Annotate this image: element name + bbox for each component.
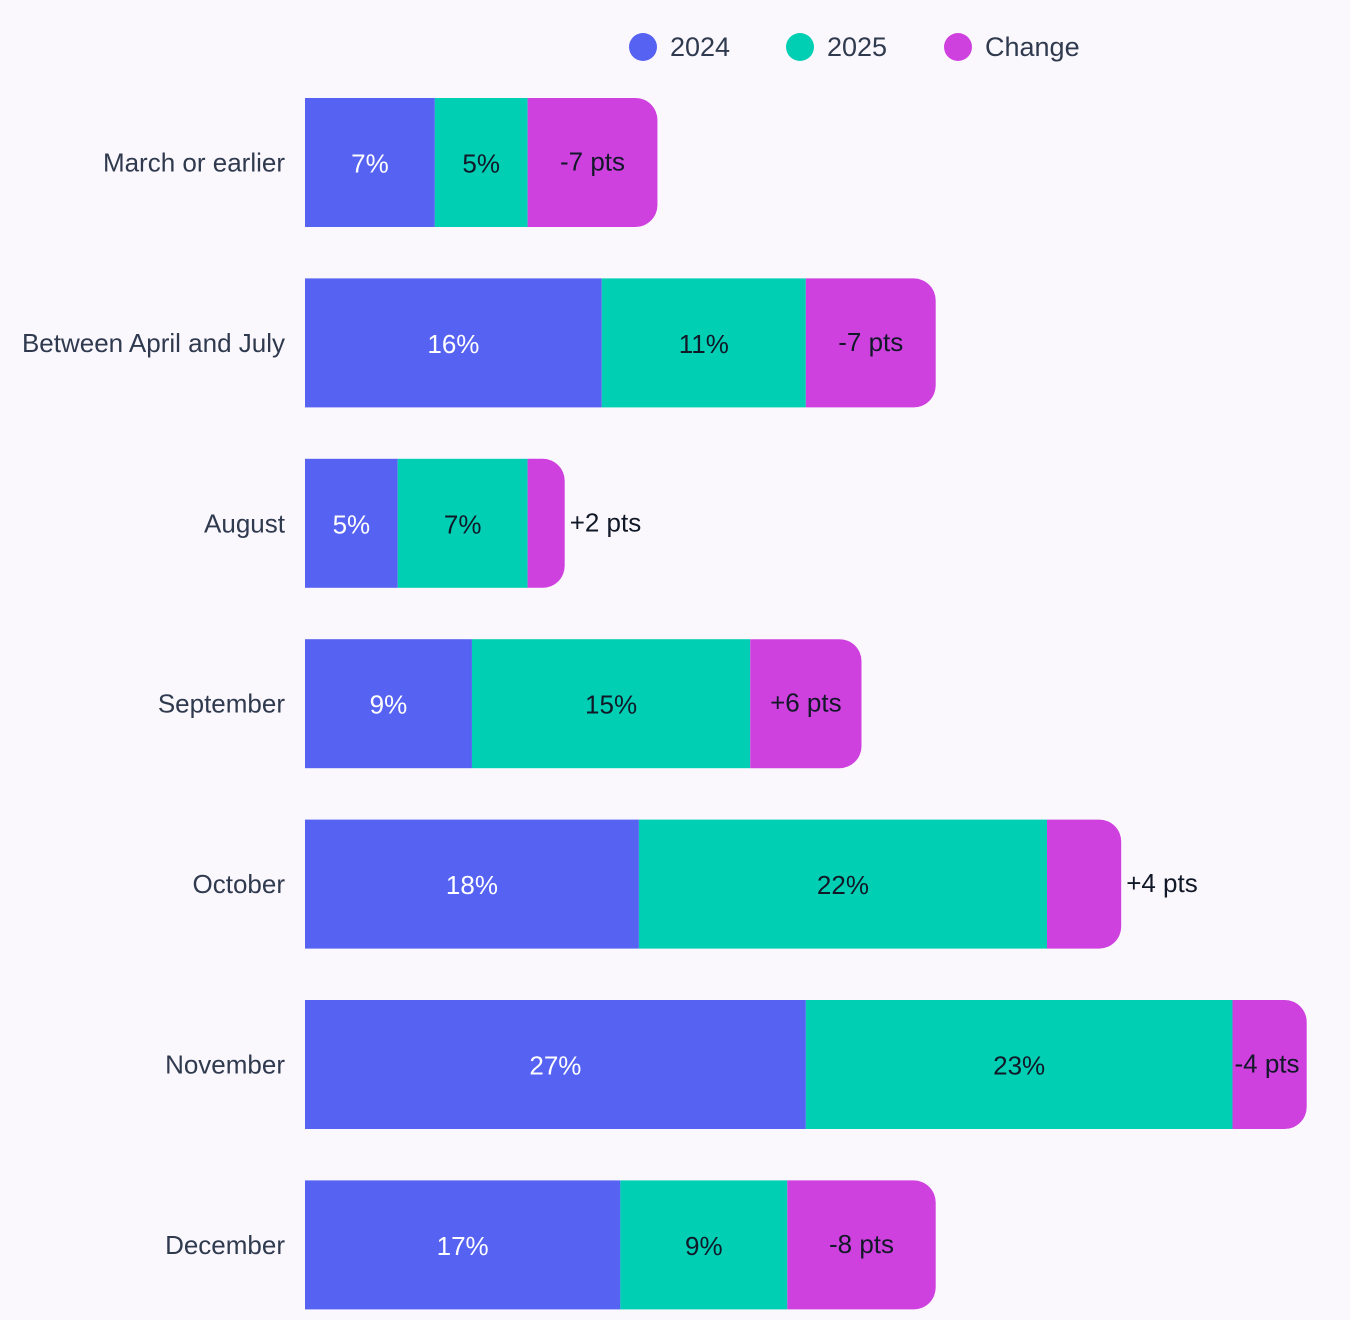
- data-label-change: -7 pts: [838, 327, 903, 357]
- bar-change[interactable]: [1232, 1000, 1307, 1129]
- bar-row-august: August 5% 7% +2 pts: [204, 458, 642, 588]
- bar-2024[interactable]: [305, 639, 472, 769]
- data-label-2025: 7%: [444, 509, 482, 539]
- legend: 2024 2025 Change: [629, 32, 1080, 62]
- data-label-2024: 7%: [351, 149, 389, 179]
- data-label-change: -7 pts: [560, 147, 625, 177]
- legend-item-2025[interactable]: 2025: [786, 32, 887, 62]
- legend-swatch: [944, 33, 972, 61]
- category-label: March or earlier: [103, 148, 285, 178]
- bar-2025[interactable]: [638, 819, 1047, 949]
- data-label-2024: 16%: [427, 329, 479, 359]
- bar-2024[interactable]: [305, 819, 639, 949]
- data-label-2024: 18%: [446, 870, 498, 900]
- data-label-change: -8 pts: [829, 1229, 894, 1259]
- category-label: November: [165, 1050, 285, 1080]
- bar-change[interactable]: [527, 458, 565, 588]
- legend-swatch: [629, 33, 657, 61]
- bar-2024[interactable]: [305, 1000, 806, 1129]
- category-label: August: [204, 508, 286, 538]
- legend-label: 2024: [670, 32, 730, 62]
- bar-change[interactable]: [750, 639, 862, 769]
- data-label-change: +4 pts: [1126, 868, 1198, 898]
- bar-2025[interactable]: [601, 278, 806, 408]
- bar-2025[interactable]: [397, 458, 528, 588]
- bar-2024[interactable]: [305, 458, 398, 588]
- data-label-2025: 9%: [685, 1231, 723, 1261]
- category-label: Between April and July: [22, 328, 285, 358]
- bar-2025[interactable]: [471, 639, 751, 769]
- data-label-2025: 22%: [817, 870, 869, 900]
- legend-label: 2025: [827, 32, 887, 62]
- data-label-2025: 23%: [993, 1051, 1045, 1081]
- bar-2025[interactable]: [805, 1000, 1233, 1129]
- bar-change[interactable]: [805, 278, 936, 408]
- data-label-change: +2 pts: [570, 507, 642, 537]
- bar-2024[interactable]: [305, 1180, 621, 1310]
- data-label-2025: 11%: [679, 329, 729, 359]
- bar-row-march-or-earlier: March or earlier 7% 5% -7 pts: [103, 98, 658, 227]
- bar-row-september: September 9% 15% +6 pts: [158, 639, 862, 769]
- data-label-2025: 5%: [462, 149, 500, 179]
- data-label-2024: 9%: [370, 690, 408, 720]
- bar-row-november: November 27% 23% -4 pts: [165, 1000, 1307, 1129]
- bar-2025[interactable]: [434, 98, 528, 227]
- bar-change[interactable]: [787, 1180, 936, 1310]
- category-label: December: [165, 1230, 285, 1260]
- bar-change[interactable]: [527, 98, 658, 227]
- bar-change[interactable]: [1047, 819, 1122, 949]
- legend-item-change[interactable]: Change: [944, 32, 1080, 62]
- bar-2024[interactable]: [305, 278, 602, 408]
- legend-swatch: [786, 33, 814, 61]
- bar-row-december: December 17% 9% -8 pts: [165, 1180, 936, 1310]
- bar-2024[interactable]: [305, 98, 435, 227]
- data-label-change: +6 pts: [770, 688, 842, 718]
- data-label-2024: 5%: [333, 509, 371, 539]
- bar-row-october: October 18% 22% +4 pts: [193, 819, 1198, 949]
- data-label-2024: 17%: [437, 1231, 489, 1261]
- data-label-2025: 15%: [585, 690, 637, 720]
- legend-item-2024[interactable]: 2024: [629, 32, 730, 62]
- data-label-change: -4 pts: [1235, 1049, 1300, 1079]
- bar-row-between-april-and-july: Between April and July 16% 11% -7 pts: [22, 278, 936, 408]
- bar-2025[interactable]: [620, 1180, 788, 1310]
- legend-label: Change: [985, 32, 1080, 62]
- category-label: October: [193, 869, 286, 899]
- data-label-2024: 27%: [529, 1051, 581, 1081]
- category-label: September: [158, 689, 286, 719]
